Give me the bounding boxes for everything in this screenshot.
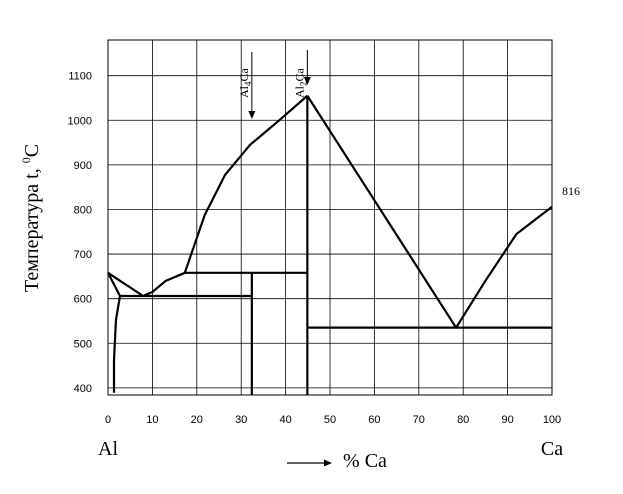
plot-frame — [107, 39, 553, 396]
phase-label-part: Ca — [237, 67, 251, 81]
y-axis-label: Температура t, 0C — [19, 144, 43, 292]
phase-line — [306, 95, 458, 329]
phase-label-sub: 4 — [243, 81, 253, 86]
phase-label: Al4Ca — [237, 52, 256, 119]
y-tick-label: 800 — [74, 204, 92, 216]
phase-line — [112, 295, 122, 393]
phase-arrow-head — [303, 77, 311, 85]
phase-line — [455, 205, 553, 329]
y-tick-label: 1000 — [68, 115, 92, 127]
y-label-unit: C — [21, 144, 43, 157]
x-tick-label: 100 — [543, 414, 561, 426]
x-tick-label: 90 — [501, 414, 513, 426]
y-tick-label: 900 — [74, 160, 92, 172]
y-label-text: Температура t, — [21, 163, 43, 292]
x-axis-label: % Ca — [343, 450, 387, 472]
annotation: 816 — [562, 184, 580, 198]
phase-label-part: Ca — [292, 67, 306, 81]
x-tick-label: 50 — [324, 414, 336, 426]
phase-arrow-head — [248, 111, 256, 119]
phase-label-text: Al2Ca — [292, 67, 308, 98]
phase-line — [107, 272, 121, 297]
x-tick-label: 30 — [235, 414, 247, 426]
x-tick-label: 70 — [413, 414, 425, 426]
x-tick-label: 20 — [191, 414, 203, 426]
y-label-sup: 0 — [19, 157, 33, 163]
x-arrow — [287, 459, 332, 467]
phase-label-text: Al4Ca — [237, 67, 253, 98]
y-tick-label: 400 — [74, 383, 92, 395]
phase-label-part: Al — [237, 85, 251, 98]
phase-label: Al2Ca — [292, 50, 311, 98]
x-tick-label: 0 — [105, 414, 111, 426]
left-element: Al — [98, 438, 118, 460]
x-tick-label: 80 — [457, 414, 469, 426]
phase-label-part: Al — [292, 85, 306, 98]
right-element: Ca — [541, 438, 563, 460]
y-tick-label: 700 — [74, 249, 92, 261]
phase-line — [107, 271, 144, 297]
phase-line — [142, 94, 309, 298]
x-tick-label: 60 — [368, 414, 380, 426]
x-tick-label: 40 — [279, 414, 291, 426]
x-tick-label: 10 — [146, 414, 158, 426]
phase-label-sub: 2 — [298, 82, 308, 87]
y-tick-label: 600 — [74, 294, 92, 306]
y-tick-label: 1100 — [68, 71, 92, 83]
y-tick-label: 500 — [74, 338, 92, 350]
